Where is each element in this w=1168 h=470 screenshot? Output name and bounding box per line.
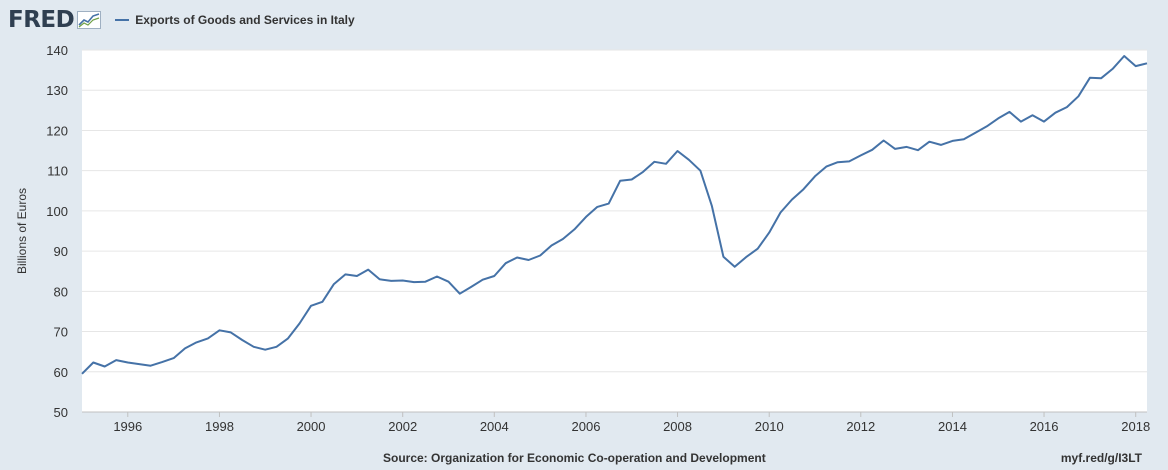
x-tick-label: 2002 bbox=[388, 419, 417, 434]
y-tick-label: 120 bbox=[46, 123, 68, 138]
y-tick-label: 50 bbox=[54, 405, 68, 420]
x-tick-label: 1998 bbox=[205, 419, 234, 434]
series-line bbox=[81, 55, 1148, 375]
y-tick-label: 110 bbox=[47, 164, 68, 179]
x-tick-label: 2016 bbox=[1030, 419, 1059, 434]
plot-area bbox=[82, 50, 1147, 412]
y-tick-label: 90 bbox=[54, 244, 68, 259]
x-tick-label: 2008 bbox=[663, 419, 692, 434]
fred-logo[interactable]: FRED bbox=[8, 7, 102, 33]
y-tick-label: 70 bbox=[54, 325, 68, 340]
y-tick-label: 60 bbox=[54, 365, 68, 380]
x-tick-label: 2018 bbox=[1121, 419, 1150, 434]
y-tick-label: 140 bbox=[46, 43, 68, 58]
x-tick-label: 2000 bbox=[297, 419, 326, 434]
y-tick-label: 100 bbox=[46, 204, 68, 219]
x-tick-label: 2012 bbox=[846, 419, 875, 434]
legend-label: Exports of Goods and Services in Italy bbox=[135, 13, 355, 27]
x-tick-label: 1996 bbox=[113, 419, 142, 434]
chart-line-icon bbox=[77, 11, 102, 29]
y-axis-label: Billions of Euros bbox=[15, 188, 29, 274]
x-tick-label: 2014 bbox=[938, 419, 967, 434]
chart-header: FRED Exports of Goods and Services in It… bbox=[8, 6, 355, 34]
x-tick-label: 2004 bbox=[480, 419, 509, 434]
x-tick-label: 2010 bbox=[755, 419, 784, 434]
x-tick-label: 2006 bbox=[572, 419, 601, 434]
legend-swatch bbox=[115, 19, 130, 21]
y-tick-label: 130 bbox=[46, 83, 68, 98]
logo-text: FRED bbox=[8, 7, 75, 33]
legend: Exports of Goods and Services in Italy bbox=[115, 13, 355, 27]
short-link[interactable]: myf.red/g/I3LT bbox=[1060, 451, 1142, 465]
y-tick-label: 80 bbox=[54, 284, 68, 299]
source-note: Source: Organization for Economic Co-ope… bbox=[383, 451, 766, 465]
